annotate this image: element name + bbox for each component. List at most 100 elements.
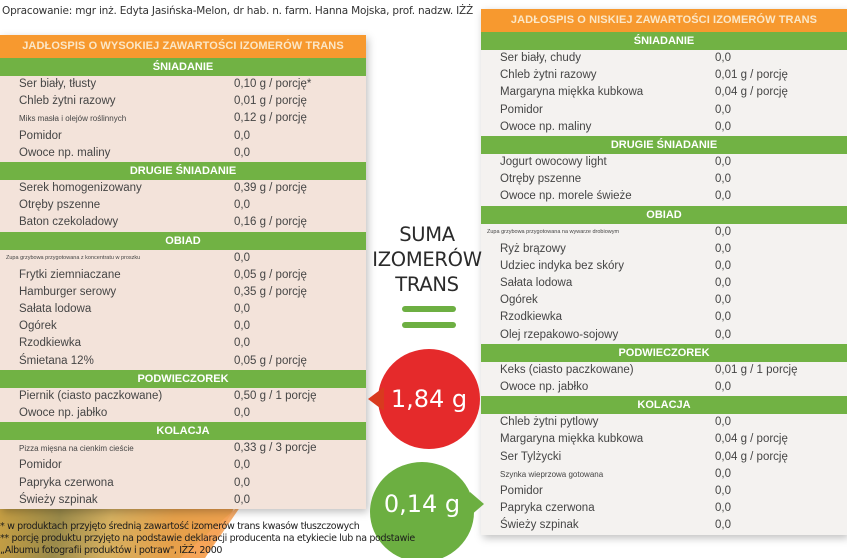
- food-name: Owoce np. jabłko: [19, 407, 108, 419]
- trans-value: 0,0: [715, 294, 731, 307]
- trans-value: 0,0: [234, 493, 250, 506]
- menu-row: Keks (ciasto paczkowane) 0,01 g / 1 porcj…: [481, 362, 847, 379]
- food-name: Papryka czerwona: [500, 502, 595, 515]
- menu-row: Margaryna miękka kubkowa 0,04 g / porcję: [481, 431, 847, 448]
- trans-value: 0,0: [234, 459, 250, 472]
- menu-row: Ogórek 0,0: [0, 318, 366, 335]
- menu-row: Ser Tylżycki 0,04 g / porcję: [481, 449, 847, 466]
- trans-value: 0,35 g / porcję: [234, 285, 307, 298]
- section-heading: PODWIECZOREK: [481, 343, 847, 362]
- food-name: Chleb żytni razowy: [500, 69, 597, 82]
- menu-row: Papryka czerwona 0,0: [0, 475, 366, 492]
- trans-value: 0,01 g / 1 porcję: [715, 363, 798, 376]
- trans-value: 0,0: [234, 129, 250, 142]
- trans-value: 0,0: [715, 311, 731, 324]
- menu-row: Serek homogenizowany 0,39 g / porcję: [0, 180, 366, 197]
- food-name: Pomidor: [500, 484, 543, 497]
- menu-row: Pomidor 0,0: [481, 102, 847, 119]
- trans-value: 0,0: [234, 303, 250, 316]
- menu-row: Ryż brązowy 0,0: [481, 241, 847, 258]
- food-name: Chleb żytni pytlowy: [500, 416, 599, 429]
- footnote: ** porcję produktu przyjęto na podstawie…: [0, 533, 415, 544]
- menu-row: Owoce np. maliny 0,0: [0, 145, 366, 162]
- equals-sign-top-bar: [402, 306, 456, 312]
- high-menu-title: JADŁOSPIS O WYSOKIEJ ZAWARTOŚCI IZOMERÓW…: [0, 35, 366, 58]
- section-heading: KOLACJA: [481, 396, 847, 415]
- menu-row: Papryka czerwona 0,0: [481, 500, 847, 517]
- menu-row: Frytki ziemniaczane 0,05 g / porcję: [0, 267, 366, 284]
- menu-row: Pomidor 0,0: [481, 483, 847, 500]
- credit-line: Opracowanie: mgr inż. Edyta Jasińska-Mel…: [2, 5, 474, 17]
- trans-value: 0,0: [715, 242, 731, 255]
- food-name: Pomidor: [19, 459, 62, 472]
- section-heading: KOLACJA: [0, 422, 366, 441]
- food-name: Keks (ciasto paczkowane): [500, 363, 634, 376]
- menu-row: Otręby pszenne 0,0: [481, 171, 847, 188]
- trans-value: 0,0: [715, 416, 731, 429]
- food-name: Pomidor: [19, 129, 62, 142]
- food-name: Frytki ziemniaczane: [19, 268, 121, 281]
- menu-row: Chleb żytni razowy 0,01 g / porcję: [481, 67, 847, 84]
- trans-value: 0,01 g / porcję: [234, 95, 307, 108]
- low-total-bubble: 0,14 g: [370, 462, 484, 558]
- trans-value: 0,01 g / porcję: [715, 69, 788, 82]
- food-name: Pizza mięsna na cienkim cieście: [19, 444, 134, 454]
- trans-value: 0,0: [234, 476, 250, 489]
- low-total-value: 0,14 g: [383, 490, 461, 518]
- low-menu-title: JADŁOSPIS O NISKIEJ ZAWARTOŚCI IZOMERÓW …: [481, 9, 847, 32]
- food-name: Udziec indyka bez skóry: [500, 259, 624, 272]
- trans-value: 0,0: [234, 199, 250, 212]
- trans-value: 0,50 g / 1 porcję: [234, 389, 317, 402]
- menu-row: Baton czekoladowy 0,16 g / porcję: [0, 214, 366, 231]
- food-name: Ryż brązowy: [500, 242, 566, 255]
- trans-value: 0,04 g / porcję: [715, 450, 788, 463]
- menu-row: Jogurt owocowy light 0,0: [481, 154, 847, 171]
- trans-value: 0,0: [234, 407, 250, 419]
- section-heading: ŚNIADANIE: [0, 58, 366, 76]
- food-name: Śmietana 12%: [19, 354, 94, 367]
- menu-row: Pomidor 0,0: [0, 128, 366, 145]
- trans-value: 0,0: [715, 173, 731, 186]
- summary-label-line: IZOMERÓW: [372, 248, 482, 271]
- trans-value: 0,0: [234, 251, 250, 264]
- food-name: Owoce np. maliny: [19, 146, 111, 159]
- food-name: Chleb żytni razowy: [19, 95, 116, 108]
- summary-label-line: TRANS: [395, 273, 459, 296]
- food-name: Ser biały, tłusty: [19, 78, 97, 90]
- food-name: Zupa grzybowa przygotowana na wywarze dr…: [487, 228, 620, 235]
- trans-value: 0,0: [715, 381, 731, 393]
- menu-row: Szynka wieprzowa gotowana 0,0: [481, 466, 847, 483]
- menu-row: Sałata lodowa 0,0: [481, 275, 847, 292]
- menu-row: Miks masła i olejów roślinnych 0,12 g / p…: [0, 110, 366, 127]
- trans-value: 0,04 g / porcję: [715, 433, 788, 446]
- menu-row: Zupa grzybowa przygotowana na wywarze dr…: [481, 224, 847, 241]
- trans-value: 0,10 g / porcję*: [234, 78, 312, 90]
- trans-value: 0,0: [715, 225, 731, 238]
- food-name: Owoce np. morele świeże: [500, 190, 632, 203]
- food-name: Hamburger serowy: [19, 285, 117, 298]
- trans-value: 0,0: [715, 103, 731, 116]
- high-total-bubble: 1,84 g: [368, 349, 480, 449]
- menu-row: Chleb żytni pytlowy 0,0: [481, 414, 847, 431]
- menu-row: Rzodkiewka 0,0: [481, 309, 847, 326]
- food-name: Olej rzepakowo-sojowy: [500, 328, 619, 341]
- section-heading: OBIAD: [481, 205, 847, 224]
- food-name: Piernik (ciasto paczkowane): [19, 389, 163, 402]
- trans-value: 0,05 g / porcję: [234, 354, 307, 367]
- food-name: Sałata lodowa: [500, 277, 573, 290]
- footnotes: * w produktach przyjęto średnią zawartoś…: [0, 521, 415, 557]
- section-heading: DRUGIE ŚNIADANIE: [481, 135, 847, 154]
- food-name: Jogurt owocowy light: [500, 155, 607, 168]
- food-name: Rzodkiewka: [500, 311, 562, 324]
- summary-label: SUMA IZOMERÓW TRANS: [368, 222, 486, 297]
- trans-value: 0,0: [715, 467, 731, 480]
- low-trans-menu-card: JADŁOSPIS O NISKIEJ ZAWARTOŚCI IZOMERÓW …: [481, 9, 847, 535]
- food-name: Szynka wieprzowa gotowana: [500, 469, 604, 479]
- menu-row: Śmietana 12% 0,05 g / porcję: [0, 353, 366, 370]
- section-heading: ŚNIADANIE: [481, 32, 847, 50]
- high-total-value: 1,84 g: [390, 385, 468, 413]
- menu-row: Margaryna miękka kubkowa 0,04 g / porcję: [481, 84, 847, 101]
- menu-row: Ogórek 0,0: [481, 292, 847, 309]
- menu-row: Sałata lodowa 0,0: [0, 301, 366, 318]
- section-heading: DRUGIE ŚNIADANIE: [0, 161, 366, 180]
